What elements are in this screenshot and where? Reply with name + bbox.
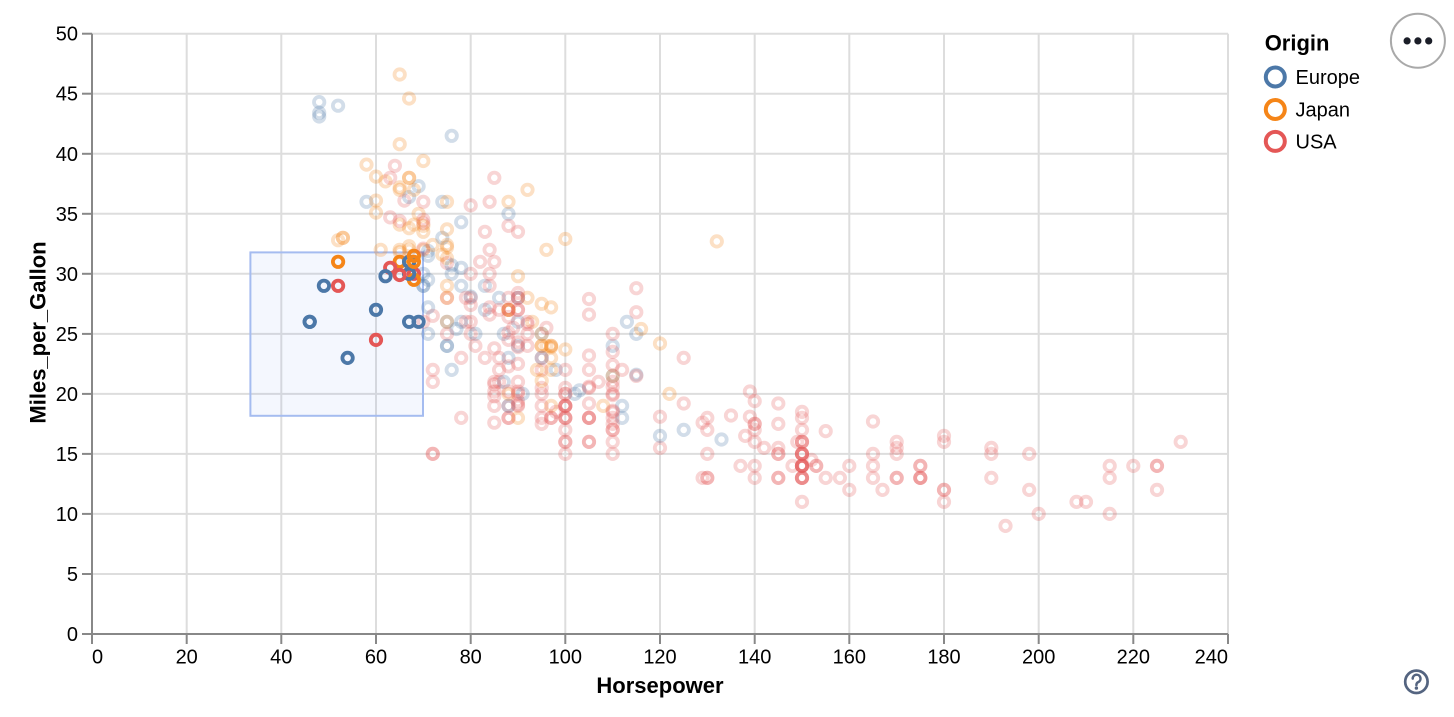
svg-text:20: 20 (176, 647, 198, 669)
svg-text:30: 30 (56, 264, 78, 286)
svg-text:Horsepower: Horsepower (596, 673, 724, 698)
svg-text:100: 100 (549, 647, 582, 669)
svg-text:5: 5 (67, 564, 78, 586)
svg-text:0: 0 (92, 647, 103, 669)
svg-text:50: 50 (56, 24, 78, 46)
svg-text:120: 120 (643, 647, 676, 669)
svg-text:Europe: Europe (1296, 67, 1361, 89)
svg-text:25: 25 (56, 324, 78, 346)
svg-text:60: 60 (365, 647, 387, 669)
svg-text:180: 180 (927, 647, 960, 669)
svg-text:80: 80 (460, 647, 482, 669)
svg-text:160: 160 (833, 647, 866, 669)
svg-text:140: 140 (738, 647, 771, 669)
svg-text:40: 40 (56, 144, 78, 166)
svg-text:35: 35 (56, 204, 78, 226)
svg-text:Origin: Origin (1265, 31, 1330, 56)
svg-text:Miles_per_Gallon: Miles_per_Gallon (26, 241, 51, 423)
svg-text:240: 240 (1195, 647, 1228, 669)
svg-text:USA: USA (1296, 131, 1338, 153)
svg-text:Japan: Japan (1296, 100, 1351, 122)
svg-text:220: 220 (1117, 647, 1150, 669)
svg-text:10: 10 (56, 504, 78, 526)
svg-text:15: 15 (56, 444, 78, 466)
svg-text:20: 20 (56, 384, 78, 406)
svg-text:45: 45 (56, 84, 78, 106)
svg-text:0: 0 (67, 624, 78, 646)
svg-text:200: 200 (1022, 647, 1055, 669)
svg-text:40: 40 (270, 647, 292, 669)
